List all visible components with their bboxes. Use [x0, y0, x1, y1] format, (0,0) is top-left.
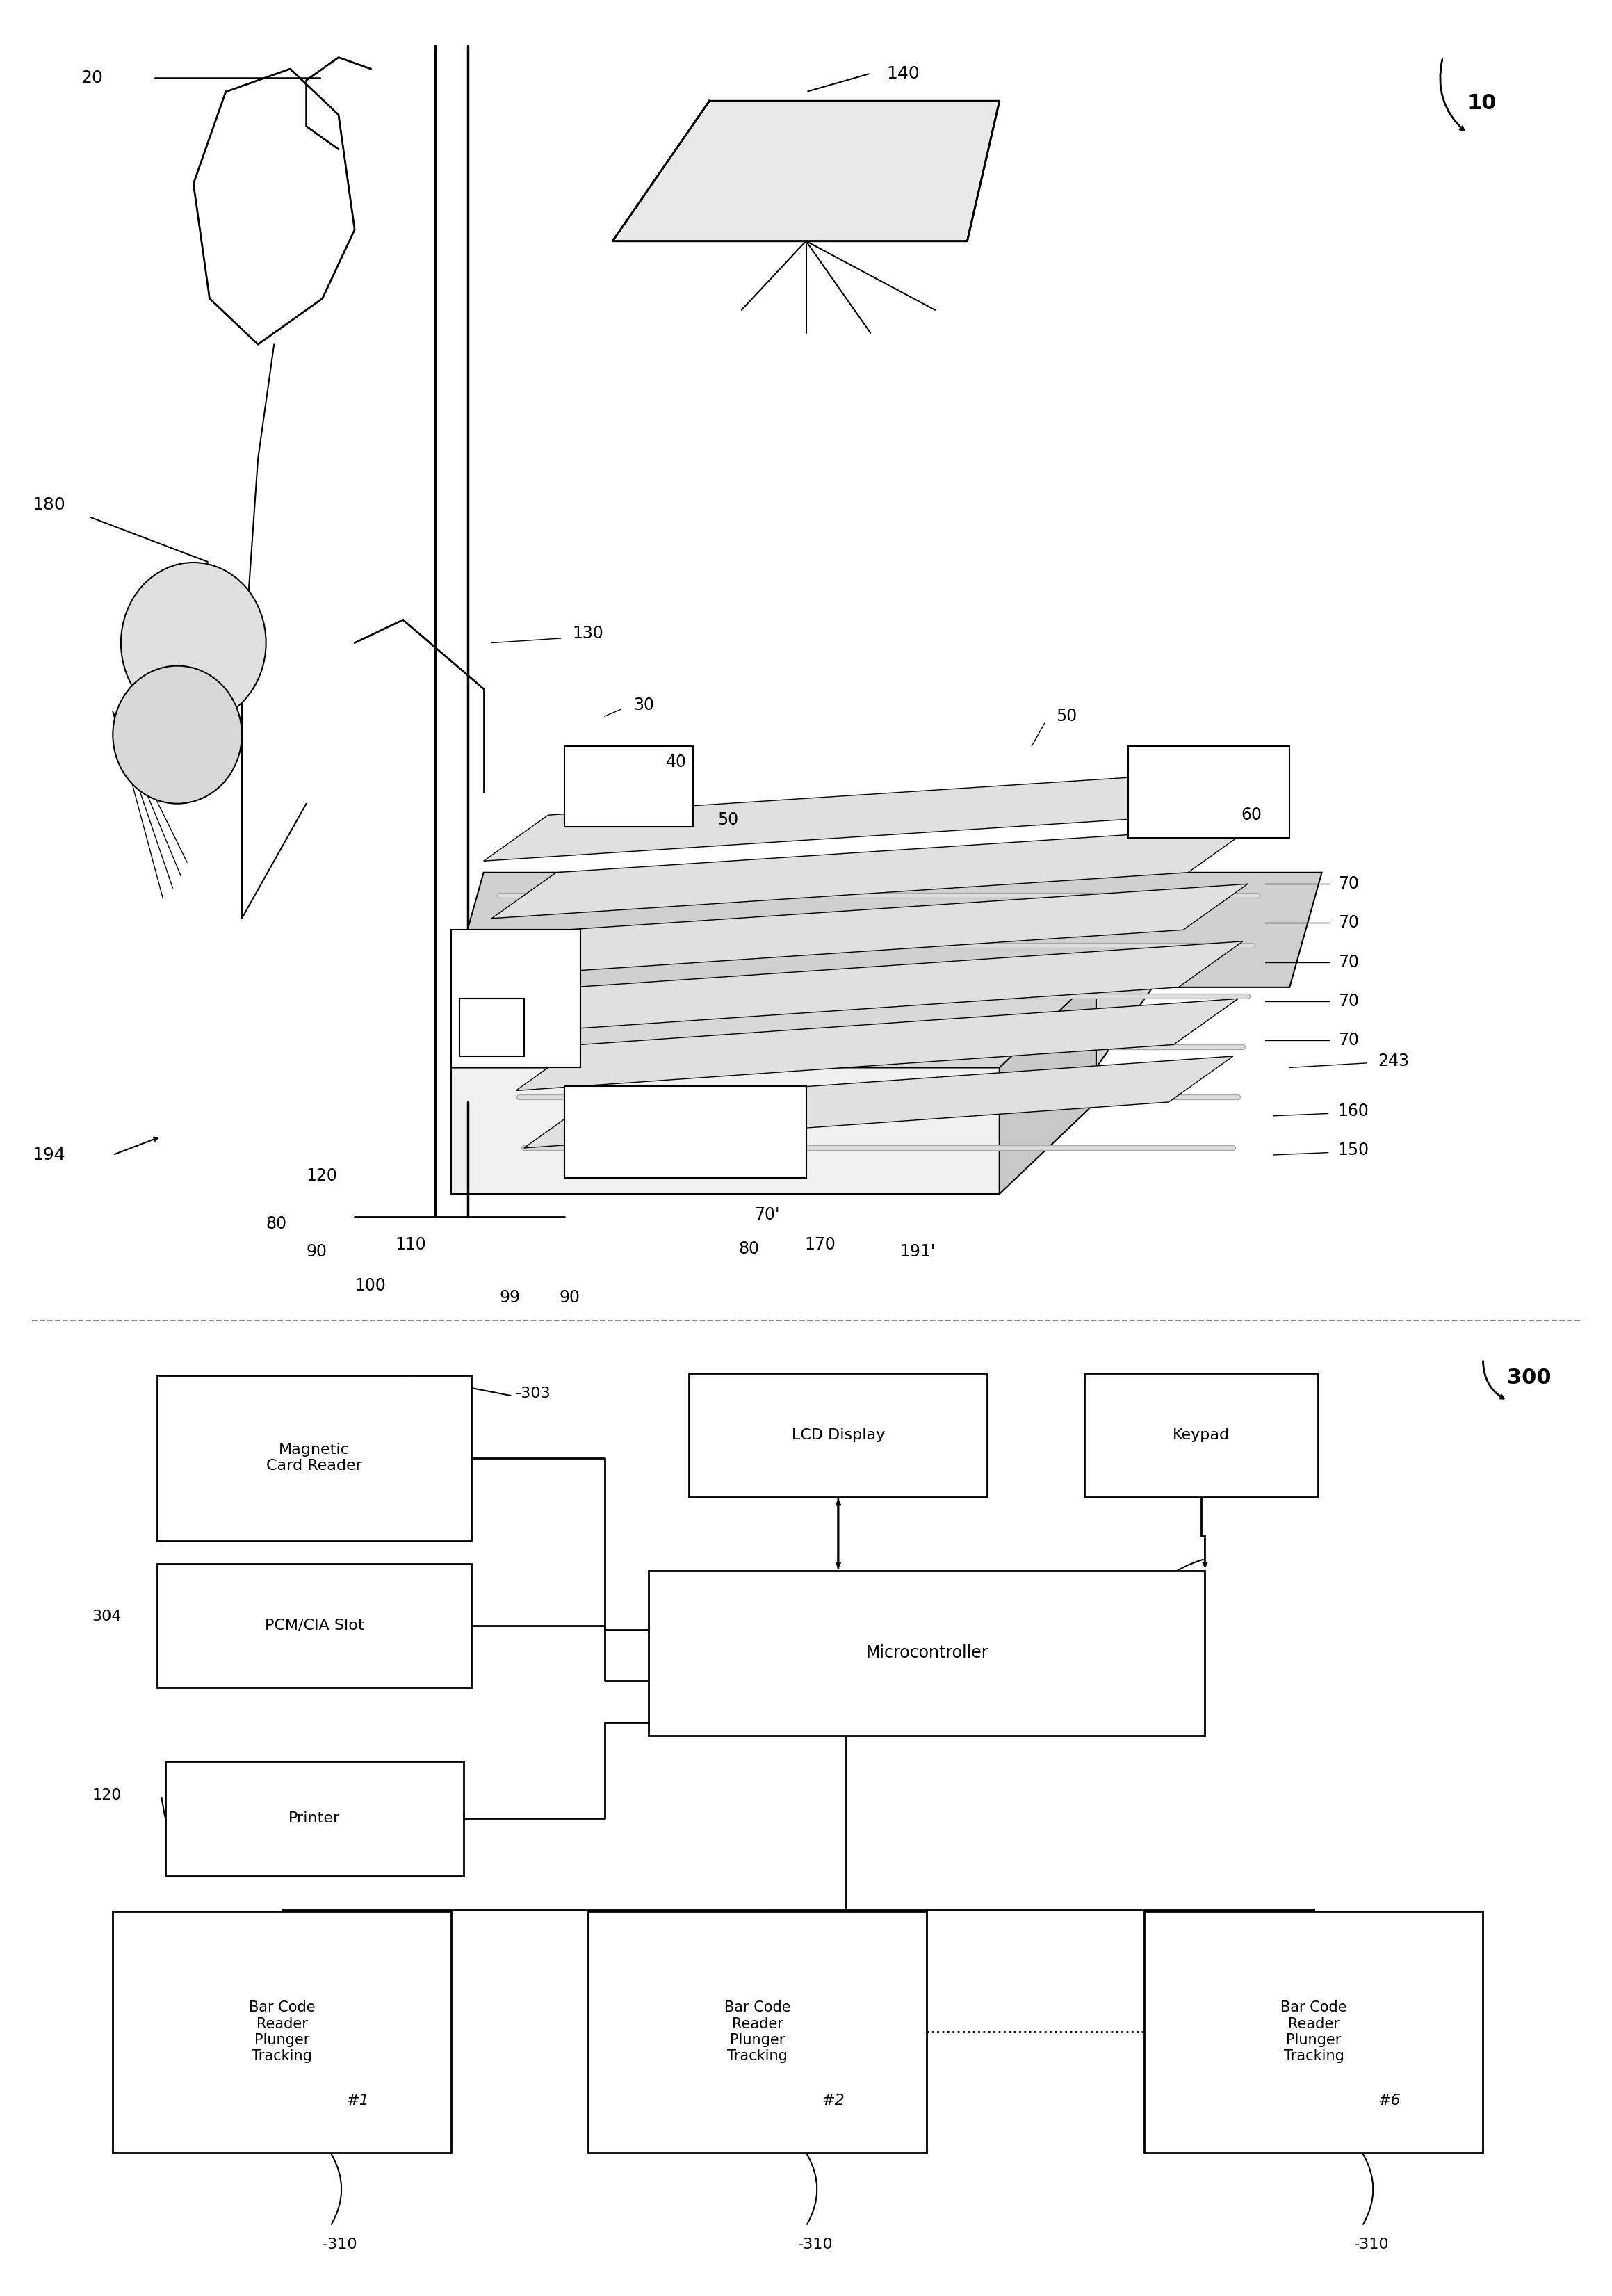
Text: #6: #6 [1378, 2094, 1401, 2108]
Polygon shape [613, 101, 999, 241]
Polygon shape [451, 1068, 999, 1194]
Text: Bar Code
Reader
Plunger
Tracking: Bar Code Reader Plunger Tracking [248, 2000, 316, 2064]
Text: -310: -310 [798, 2236, 833, 2252]
Text: #1: #1 [347, 2094, 369, 2108]
Bar [451, 930, 580, 1068]
Polygon shape [451, 976, 1161, 1068]
Text: -310: -310 [1354, 2236, 1390, 2252]
Text: 180: 180 [32, 496, 66, 514]
Text: 80: 80 [738, 1240, 759, 1258]
Text: 20: 20 [81, 69, 103, 87]
Text: 130: 130 [572, 625, 603, 643]
Text: 110: 110 [395, 1235, 426, 1254]
Polygon shape [451, 872, 1322, 987]
Polygon shape [999, 976, 1096, 1194]
Text: 150: 150 [1338, 1141, 1369, 1159]
Text: 120: 120 [92, 1789, 121, 1802]
Text: 50: 50 [1056, 707, 1077, 726]
Text: 70: 70 [1338, 875, 1359, 893]
Bar [588, 1910, 927, 2154]
Text: Bar Code
Reader
Plunger
Tracking: Bar Code Reader Plunger Tracking [724, 2000, 791, 2064]
Text: 160: 160 [1338, 1102, 1369, 1120]
Text: 30: 30 [634, 696, 654, 714]
Text: Microcontroller: Microcontroller [866, 1644, 988, 1662]
Text: 80: 80 [266, 1215, 287, 1233]
Text: Bar Code
Reader
Plunger
Tracking: Bar Code Reader Plunger Tracking [1280, 2000, 1348, 2064]
Text: 90: 90 [306, 1242, 327, 1261]
Text: 70': 70' [754, 1205, 780, 1224]
Ellipse shape [113, 666, 242, 804]
Text: -302: -302 [1145, 1600, 1180, 1614]
Bar [1083, 1373, 1319, 1497]
Bar [564, 1086, 806, 1178]
Bar [564, 746, 693, 827]
Text: 60: 60 [1241, 806, 1262, 824]
Text: 70: 70 [1338, 914, 1359, 932]
Text: 99: 99 [500, 1288, 521, 1306]
Text: 170: 170 [804, 1235, 835, 1254]
Polygon shape [508, 941, 1243, 1033]
Polygon shape [524, 1056, 1233, 1148]
Polygon shape [492, 827, 1253, 918]
Text: #2: #2 [822, 2094, 845, 2108]
Text: 10: 10 [1467, 94, 1496, 113]
Bar [166, 1761, 464, 1876]
Text: -310: -310 [322, 2236, 358, 2252]
Text: -160: -160 [814, 1384, 850, 1398]
Text: 40: 40 [666, 753, 687, 771]
Text: Printer: Printer [289, 1812, 340, 1825]
Polygon shape [500, 884, 1248, 976]
Bar [113, 1910, 451, 2154]
Text: 191': 191' [899, 1242, 935, 1261]
Polygon shape [484, 769, 1257, 861]
Text: 90: 90 [559, 1288, 580, 1306]
Text: -303: -303 [516, 1387, 551, 1401]
Text: 70: 70 [1338, 1031, 1359, 1049]
Ellipse shape [121, 563, 266, 723]
Bar [1145, 1910, 1483, 2154]
Text: 300: 300 [1507, 1368, 1551, 1387]
Bar [158, 1564, 471, 1688]
Text: PCM/CIA Slot: PCM/CIA Slot [264, 1619, 364, 1632]
Bar [158, 1375, 471, 1541]
Text: 243: 243 [1378, 1052, 1409, 1070]
Polygon shape [516, 999, 1238, 1091]
Text: 120: 120 [306, 1166, 337, 1185]
Bar [648, 1570, 1204, 1736]
Text: 194: 194 [32, 1146, 66, 1164]
Text: LCD Display: LCD Display [791, 1428, 885, 1442]
Text: 70: 70 [1338, 953, 1359, 971]
Text: -170: -170 [1132, 1387, 1167, 1401]
Bar [1128, 746, 1290, 838]
Text: 304: 304 [92, 1609, 121, 1623]
Text: Keypad: Keypad [1172, 1428, 1230, 1442]
Text: Magnetic
Card Reader: Magnetic Card Reader [266, 1442, 363, 1474]
Text: 50: 50 [717, 810, 738, 829]
Bar [459, 999, 524, 1056]
Text: 100: 100 [355, 1277, 385, 1295]
Text: 140: 140 [887, 64, 920, 83]
Bar [690, 1373, 987, 1497]
Text: 70: 70 [1338, 992, 1359, 1010]
